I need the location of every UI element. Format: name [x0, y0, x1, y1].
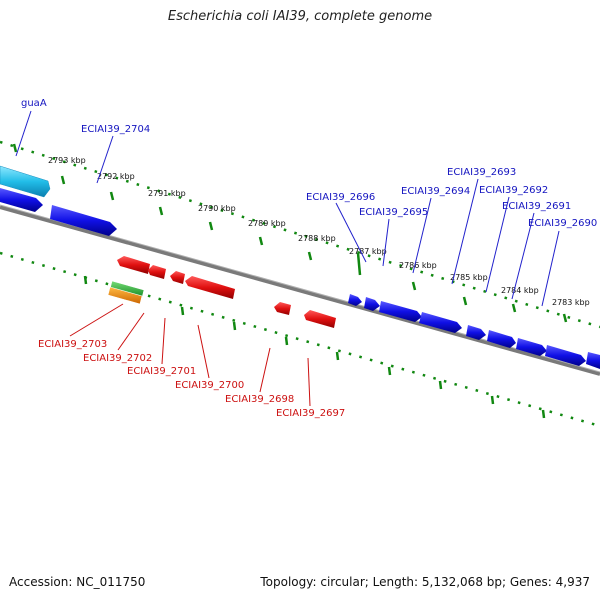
ruler-tick — [541, 409, 546, 419]
gene-label-ECIAI39-2691[interactable]: ECIAI39_2691 — [502, 201, 571, 212]
leader-line — [197, 324, 210, 379]
ruler-label: 2789 kbp — [248, 219, 286, 228]
ruler-label: 2783 kbp — [552, 298, 590, 307]
leader-line — [485, 196, 510, 293]
gene-ECIAI39-2704[interactable] — [50, 205, 117, 236]
leader-line — [96, 135, 114, 184]
ruler-tick — [60, 175, 66, 185]
gene-ECIAI39-2690-a[interactable] — [516, 338, 547, 356]
ruler-label: 2787 kbp — [349, 247, 387, 256]
ruler-label: 2791 kbp — [148, 189, 186, 198]
gene-label-ECIAI39-2692[interactable]: ECIAI39_2692 — [479, 185, 548, 196]
leader-line — [451, 178, 479, 285]
gene-label-ECIAI39-2696[interactable]: ECIAI39_2696 — [306, 192, 375, 203]
ruler-tick — [158, 206, 164, 216]
reverse-label-leaders — [69, 303, 311, 407]
gene-forward[interactable] — [586, 352, 600, 369]
ruler-tick — [180, 306, 185, 316]
ruler-tick — [83, 275, 88, 285]
gene-ECIAI39-2691[interactable] — [487, 330, 516, 348]
gene-label-ECIAI39-2695[interactable]: ECIAI39_2695 — [359, 207, 428, 218]
ruler-tick — [12, 143, 18, 153]
ruler-label: 2786 kbp — [399, 261, 437, 270]
forward-genes — [0, 165, 600, 369]
map-title: Escherichia coli IAI39, complete genome — [167, 9, 433, 24]
leader-line — [117, 312, 145, 351]
gene-forward[interactable] — [0, 188, 43, 212]
inner-ruler-ticks — [83, 275, 546, 419]
ruler-tick — [490, 395, 495, 405]
gene-label-ECIAI39-2694[interactable]: ECIAI39_2694 — [401, 186, 470, 197]
gene-ECIAI39-2690-b[interactable] — [545, 345, 586, 366]
ruler-tick — [511, 303, 517, 313]
ruler-tick — [438, 380, 443, 390]
forward-gene-labels: guaA ECIAI39_2704 ECIAI39_2696 ECIAI39_2… — [21, 98, 597, 229]
ruler-label: 2792 kbp — [97, 172, 135, 181]
ruler-label: 2790 kbp — [198, 204, 236, 213]
gene-ECIAI39-2696[interactable] — [348, 294, 362, 306]
ruler-tick — [356, 252, 362, 276]
leader-line — [335, 202, 367, 263]
leader-line — [382, 218, 390, 267]
ruler-tick — [307, 251, 313, 261]
gene-ECIAI39-2692[interactable] — [466, 325, 486, 340]
gene-label-ECIAI39-2690[interactable]: ECIAI39_2690 — [528, 218, 597, 229]
reverse-genes — [107, 256, 336, 328]
ruler-tick — [562, 313, 568, 323]
gene-label-ECIAI39-2704[interactable]: ECIAI39_2704 — [81, 124, 150, 135]
gene-ECIAI39-2701-b[interactable] — [148, 265, 166, 279]
gene-ECIAI39-2701-a[interactable] — [117, 256, 150, 274]
outer-ruler-ticks — [12, 143, 568, 323]
accession-text: Accession: NC_011750 — [9, 575, 146, 589]
gene-label-ECIAI39-2701[interactable]: ECIAI39_2701 — [127, 366, 196, 377]
leader-line — [412, 197, 432, 274]
gene-ECIAI39-2698[interactable] — [274, 302, 291, 315]
ruler-tick — [411, 281, 417, 291]
ruler-labels: 2793 kbp 2792 kbp 2791 kbp 2790 kbp 2789… — [48, 156, 590, 307]
gene-ECIAI39-2697[interactable] — [304, 310, 336, 328]
ruler-tick — [387, 366, 392, 376]
leader-line — [541, 230, 560, 307]
ruler-tick — [284, 336, 289, 346]
leader-line — [15, 110, 32, 157]
leader-line — [307, 357, 311, 407]
gene-label-ECIAI39-2698[interactable]: ECIAI39_2698 — [225, 394, 294, 405]
ruler-label: 2784 kbp — [501, 286, 539, 295]
gene-guaA[interactable] — [0, 165, 51, 198]
gene-ECIAI39-2703[interactable] — [109, 280, 145, 299]
ruler-label: 2785 kbp — [450, 273, 488, 282]
leader-line — [511, 212, 535, 300]
leader-line — [161, 317, 166, 365]
gene-label-guaA[interactable]: guaA — [21, 98, 47, 109]
forward-label-leaders — [15, 110, 560, 307]
gene-ECIAI39-2700-a[interactable] — [170, 271, 185, 284]
gene-ECIAI39-2700-b[interactable] — [185, 276, 235, 299]
gene-label-ECIAI39-2702[interactable]: ECIAI39_2702 — [83, 353, 152, 364]
gene-ECIAI39-2693[interactable] — [419, 312, 462, 333]
reverse-gene-labels: ECIAI39_2703 ECIAI39_2702 ECIAI39_2701 E… — [38, 339, 345, 419]
gene-label-ECIAI39-2703[interactable]: ECIAI39_2703 — [38, 339, 107, 350]
genome-summary-text: Topology: circular; Length: 5,132,068 bp… — [260, 575, 590, 589]
ruler-tick — [232, 321, 237, 331]
gene-ECIAI39-2702[interactable] — [107, 286, 143, 305]
ruler-tick — [258, 236, 264, 246]
ruler-tick — [462, 296, 468, 306]
genome-backbone — [0, 205, 600, 376]
gene-label-ECIAI39-2697[interactable]: ECIAI39_2697 — [276, 408, 345, 419]
gene-ECIAI39-2694[interactable] — [379, 301, 422, 322]
ruler-tick — [335, 351, 340, 361]
ruler-label: 2793 kbp — [48, 156, 86, 165]
gene-label-ECIAI39-2693[interactable]: ECIAI39_2693 — [447, 167, 516, 178]
leader-line — [259, 347, 271, 393]
gene-label-ECIAI39-2700[interactable]: ECIAI39_2700 — [175, 380, 244, 391]
gene-ECIAI39-2695[interactable] — [364, 297, 380, 311]
ruler-tick — [208, 221, 214, 231]
ruler-label: 2788 kbp — [298, 234, 336, 243]
leader-line — [69, 303, 124, 337]
ruler-tick — [109, 191, 115, 201]
